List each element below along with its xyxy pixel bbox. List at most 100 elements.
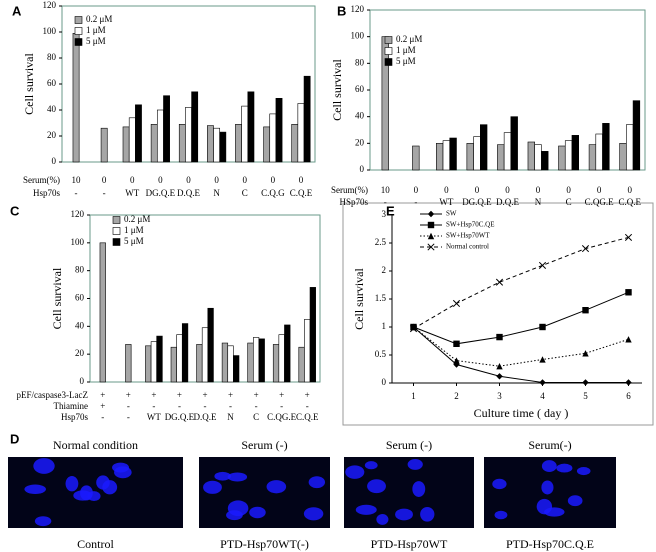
row-cell: +	[254, 390, 259, 400]
bar	[247, 91, 255, 163]
nucleus	[541, 480, 554, 495]
legend-swatch	[112, 216, 121, 224]
y-axis-label: Cell survival	[50, 267, 64, 329]
row-cell: +	[279, 390, 284, 400]
x-tick-label: WT	[125, 188, 139, 198]
marker	[495, 278, 504, 286]
nucleus	[308, 476, 326, 489]
row-cell: 10	[381, 185, 391, 195]
y-tick-label: 0	[360, 164, 365, 174]
bar	[381, 36, 389, 171]
bar	[510, 116, 518, 171]
x-tick-label: N	[227, 412, 234, 422]
row-cell: 0	[186, 175, 191, 185]
marker	[624, 233, 633, 241]
bar	[272, 344, 280, 383]
bar	[185, 107, 192, 163]
bar	[135, 104, 142, 163]
bar	[436, 143, 444, 171]
y-tick-label: 100	[43, 26, 57, 36]
y-tick-label: 120	[43, 0, 57, 10]
y-tick-label: 60	[75, 293, 85, 303]
x-tick-label: C.Q.G	[261, 188, 285, 198]
x-tick-label: -	[384, 197, 387, 207]
nucleus	[203, 480, 222, 494]
image-title: Normal condition	[53, 438, 138, 452]
nucleus	[227, 472, 248, 482]
marker	[452, 299, 461, 308]
x-tick-label: 6	[626, 391, 631, 401]
legend-swatch	[112, 227, 121, 235]
bar	[564, 140, 573, 171]
row-label: Serum(%)	[23, 175, 60, 185]
bar	[150, 124, 158, 163]
legend-swatch	[74, 16, 83, 24]
row-cell: 0	[597, 185, 602, 195]
y-tick-label: 0	[52, 156, 57, 166]
bar	[72, 32, 80, 163]
bar	[473, 136, 481, 171]
y-tick-label: 60	[355, 84, 365, 94]
bar	[558, 145, 566, 171]
nucleus	[567, 495, 583, 507]
image-caption: PTD-Hsp70C.Q.E	[506, 537, 594, 551]
y-tick-label: 80	[355, 57, 365, 67]
y-tick-label: 100	[71, 237, 85, 247]
bar	[291, 124, 299, 163]
bar	[233, 355, 240, 383]
bar	[201, 327, 209, 383]
y-tick-label: 60	[47, 78, 57, 88]
nucleus	[492, 478, 507, 490]
bar	[442, 140, 451, 171]
marker	[582, 350, 589, 357]
y-tick-label: 80	[75, 265, 85, 275]
marker	[625, 336, 632, 343]
row-cell: 0	[299, 175, 304, 185]
bar	[145, 345, 152, 383]
bar	[221, 342, 229, 383]
bar	[527, 141, 535, 171]
bar	[150, 341, 157, 383]
row-cell: +	[228, 390, 233, 400]
row-cell: +	[126, 390, 131, 400]
nucleus	[114, 466, 132, 479]
bar	[170, 346, 177, 383]
x-tick-label: -	[103, 188, 106, 198]
nucleus	[249, 506, 266, 519]
bar	[156, 109, 164, 163]
nucleus	[96, 475, 110, 490]
row-cell: 0	[130, 175, 135, 185]
x-tick-label: DG.Q.E	[146, 188, 176, 198]
marker	[496, 333, 503, 341]
y-tick-label: 20	[75, 348, 85, 358]
bar	[99, 242, 106, 383]
legend-swatch	[384, 47, 393, 55]
x-tick-label: 4	[540, 391, 545, 401]
marker	[539, 356, 546, 363]
series-line	[413, 326, 629, 367]
bar	[626, 124, 634, 171]
x-tick-label: -	[101, 412, 104, 422]
row-cell: -	[255, 401, 258, 411]
legend-label: 1 μM	[396, 45, 416, 55]
marker	[538, 261, 547, 269]
legend-marker	[427, 243, 435, 251]
nucleus	[367, 479, 386, 494]
x-tick-label: WT	[147, 412, 161, 422]
legend-swatch	[74, 38, 83, 46]
y-tick-label: 40	[47, 104, 57, 114]
bar	[207, 307, 214, 383]
marker	[625, 289, 632, 296]
y-tick-label: 120	[351, 4, 365, 14]
nucleus	[65, 475, 79, 492]
legend-label: 0.2 μM	[86, 14, 112, 24]
bar	[213, 127, 221, 163]
y-tick-label: 0	[382, 377, 387, 387]
marker	[582, 307, 589, 314]
bar	[632, 100, 641, 171]
nucleus	[73, 490, 93, 501]
row-label: Hsp70s	[33, 188, 61, 198]
nucleus	[420, 506, 435, 522]
legend-marker	[427, 232, 435, 240]
